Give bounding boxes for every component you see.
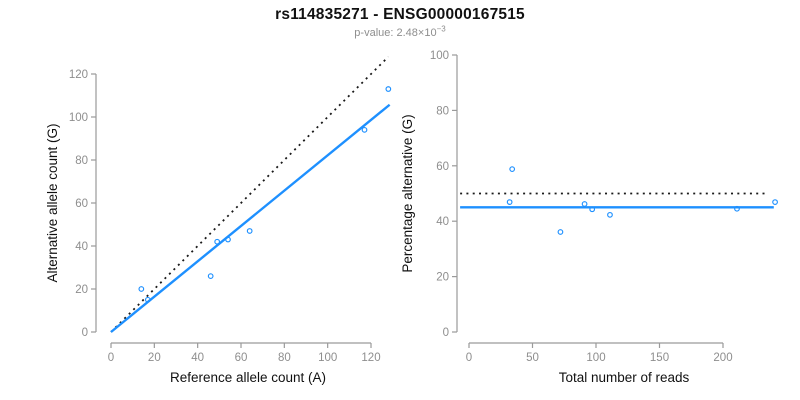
y-tick-label: 120 — [69, 69, 88, 81]
data-point — [246, 228, 253, 234]
x-tick-label: 60 — [235, 352, 248, 364]
y-tick-label: 100 — [430, 50, 449, 62]
panel-percentage-alternative: 0 20 40 60 80 100 0 50 100 150 200 Total number of … — [400, 50, 778, 385]
pvalue-exponent: −3 — [436, 24, 446, 34]
y-tick-label: 0 — [443, 327, 449, 339]
y-tick-label: 20 — [75, 284, 88, 296]
y-tick-label: 100 — [69, 112, 88, 124]
data-point — [207, 273, 214, 279]
figure-subtitle: p-value: 2.48×10−3 — [0, 24, 800, 39]
x-axis-title: Total number of reads — [559, 370, 690, 385]
data-point — [144, 296, 151, 303]
x-tick-label: 200 — [713, 352, 732, 364]
data-point — [506, 199, 513, 205]
y-tick-label: 40 — [75, 241, 88, 253]
data-point — [214, 238, 221, 245]
x-tick-label: 40 — [191, 352, 204, 364]
x-tick-label: 50 — [526, 352, 539, 364]
x-tick-label: 100 — [586, 352, 605, 364]
y-tick-label: 20 — [436, 272, 449, 284]
y-axis-title: Percentage alternative (G) — [400, 114, 415, 272]
data-point — [557, 229, 564, 235]
fit-line — [110, 103, 391, 333]
data-point — [581, 201, 588, 207]
x-tick-label: 0 — [466, 352, 472, 364]
y-tick-label: 60 — [436, 161, 449, 173]
x-tick-label: 80 — [278, 352, 291, 364]
data-point — [385, 86, 392, 92]
x-axis-title: Reference allele count (A) — [170, 370, 326, 385]
y-tick-label: 60 — [75, 198, 88, 210]
panel-allele-counts: 0 20 40 60 80 100 120 0 20 40 60 80 100 120 Reference … — [45, 56, 392, 385]
data-point — [225, 236, 231, 243]
figure-title: rs114835271 - ENSG00000167515 — [275, 6, 525, 23]
data-point — [138, 286, 145, 292]
x-tick-label: 100 — [318, 352, 337, 364]
y-tick-label: 80 — [436, 105, 449, 117]
x-tick-label: 150 — [650, 352, 669, 364]
y-tick-label: 40 — [436, 216, 449, 228]
x-tick-label: 120 — [361, 352, 380, 364]
data-point — [361, 127, 368, 133]
identity-line — [110, 56, 389, 333]
y-tick-label: 0 — [82, 327, 88, 339]
y-tick-label: 80 — [75, 155, 88, 167]
x-tick-label: 20 — [148, 352, 161, 364]
y-axis-title: Alternative allele count (G) — [45, 123, 60, 282]
pvalue-text: p-value: 2.48×10 — [354, 27, 437, 39]
x-tick-label: 0 — [108, 352, 114, 364]
data-point — [509, 166, 516, 172]
data-point — [607, 211, 613, 218]
data-point — [589, 206, 596, 213]
data-point — [734, 205, 740, 212]
data-point — [772, 199, 778, 205]
